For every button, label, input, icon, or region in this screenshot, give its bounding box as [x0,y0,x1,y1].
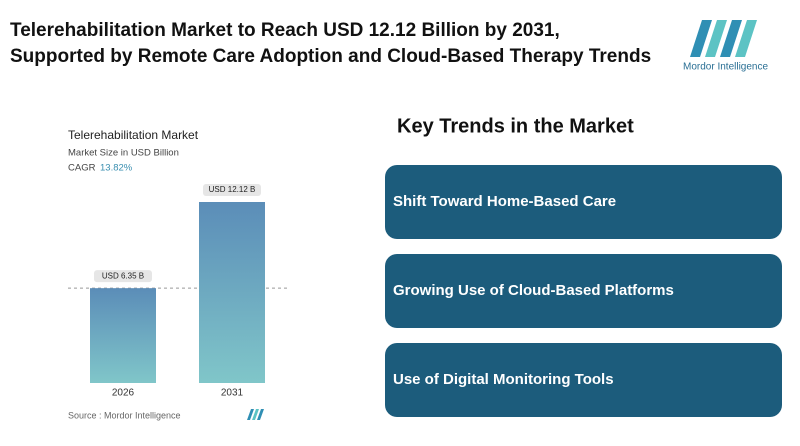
cagr-value: 13.82% [100,163,133,174]
trends-title: Key Trends in the Market [397,115,634,137]
chart-subtitle: Market Size in USD Billion [68,148,179,159]
bar [199,202,265,383]
trend-text: Use of Digital Monitoring Tools [393,371,614,388]
small-logo [247,409,264,420]
trend-text: Growing Use of Cloud-Based Platforms [393,282,674,299]
headline: Supported by Remote Care Adoption and Cl… [10,46,651,67]
value-label: USD 6.35 B [102,271,144,280]
trend-text: Shift Toward Home-Based Care [393,193,616,210]
headline: Telerehabilitation Market to Reach USD 1… [10,20,560,41]
value-label-box [203,184,261,196]
value-label: USD 12.12 B [209,185,256,194]
source: Source : Mordor Intelligence [68,410,181,420]
x-tick-label: 2031 [221,388,244,399]
trend-card [385,254,782,328]
x-tick-label: 2026 [112,388,135,399]
value-label-box [94,270,152,283]
trend-card [385,343,782,417]
chart-title: Telerehabilitation Market [68,128,199,142]
logo: Mordor Intelligence [683,20,768,73]
trend-card [385,165,782,239]
cagr-label: CAGR [68,163,96,174]
bar [90,288,156,383]
logo-text: Mordor Intelligence [683,62,768,73]
